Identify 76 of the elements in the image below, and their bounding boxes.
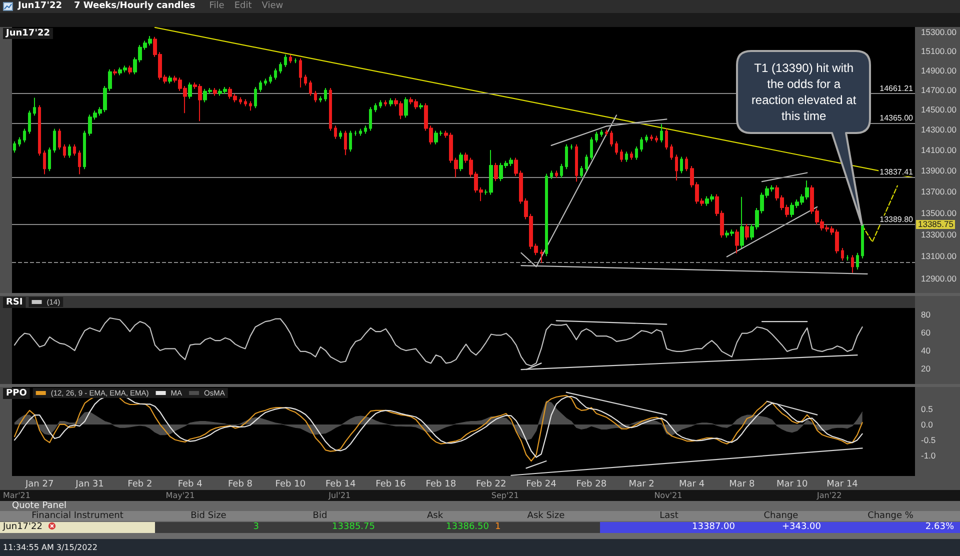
chart-title: Jun17'22 (5, 28, 50, 38)
category-label: Ask Size (526, 511, 566, 521)
text: 1 (495, 522, 501, 532)
x-tick-label: Mar 8 (729, 480, 755, 490)
y-tick-label: 13700.00 (921, 186, 957, 197)
y-tick-label: 14700.00 (921, 84, 957, 95)
x-tick-label: Feb 8 (228, 480, 253, 490)
text: Mar'21 (3, 490, 30, 501)
chart-title: Jun17'22 (18, 1, 62, 11)
text: File (209, 0, 224, 13)
text: Quote Panel (12, 501, 67, 511)
text: Jan'22 (817, 490, 842, 501)
ref-line-label: 14661.21 (880, 84, 914, 94)
y-tick-label: 60 (921, 327, 931, 338)
category-label: Last (658, 511, 680, 521)
text: 2.63% (925, 522, 954, 532)
annotation: T1 (13390) hit with the odds for a reaction elevated at this time (750, 60, 858, 124)
text: 13385.75 (332, 522, 375, 532)
y-tick-label: 14500.00 (921, 104, 957, 115)
y-tick-label: 13100.00 (921, 251, 957, 262)
y-tick-label: 14900.00 (921, 65, 957, 76)
y-tick-label: 14100.00 (921, 145, 957, 156)
ref-line-label: 13837.41 (880, 168, 914, 177)
y-tick-label: 0.0 (921, 419, 934, 430)
x-tick-label: Feb 2 (128, 480, 152, 490)
text: Edit (234, 0, 252, 13)
x-tick-label: Feb 22 (476, 480, 506, 490)
category-label: Change (762, 511, 800, 521)
y-tick-label: 40 (921, 346, 931, 356)
y-tick-label: 12900.00 (921, 273, 957, 284)
y-tick-label: 13300.00 (921, 229, 957, 240)
text: 13386.50 (446, 522, 489, 532)
category-label: Bid Size (190, 511, 228, 521)
text: Jun17'22 (3, 522, 42, 532)
y-tick-label: 13500.00 (921, 208, 957, 218)
y-tick-label: 14300.00 (921, 124, 957, 135)
text: May'21 (166, 490, 195, 501)
text: +343.00 (782, 522, 821, 532)
x-tick-label: Mar 2 (628, 480, 654, 490)
category-label: Ask (426, 511, 444, 521)
x-tick-label: Feb 18 (426, 480, 456, 490)
x-tick-label: Feb 4 (178, 480, 203, 490)
x-tick-label: Jan 31 (74, 480, 104, 490)
x-tick-label: Mar 10 (776, 480, 808, 490)
ref-line-label: 14365.00 (880, 114, 914, 123)
chart-title: RSI (6, 298, 23, 308)
x-tick-label: Feb 10 (275, 480, 306, 490)
y-tick-label: 13900.00 (921, 166, 957, 176)
x-tick-label: Feb 14 (325, 480, 356, 490)
category-label: Change % (866, 511, 914, 521)
x-tick-label: Mar 14 (826, 480, 858, 490)
text: Nov'21 (654, 490, 682, 501)
ref-line-label: 13389.80 (880, 215, 914, 224)
y-tick-label: 80 (921, 309, 931, 320)
x-tick-label: Feb 28 (576, 480, 607, 490)
text: 3 (253, 522, 259, 532)
y-tick-label: 20 (921, 364, 931, 374)
text: 11:34:55 AM 3/15/2022 (3, 542, 98, 553)
text: 13387.00 (692, 522, 735, 532)
chart-title: PPO (6, 388, 28, 398)
x-tick-label: Mar 4 (678, 480, 705, 490)
text: Sep'21 (491, 490, 519, 501)
y-tick-label: -0.5 (921, 435, 936, 446)
text: Jul'21 (328, 490, 351, 501)
y-tick-label: -1.0 (921, 450, 936, 461)
y-tick-label: 15100.00 (921, 46, 957, 56)
text: View (262, 0, 284, 13)
y-tick-label: 0.5 (921, 404, 934, 414)
chart-subtitle: 7 Weeks/Hourly candles (74, 0, 196, 13)
text: 13385.75 (916, 219, 956, 230)
y-tick-label: 15300.00 (921, 27, 957, 38)
x-tick-label: Jan 27 (24, 480, 54, 490)
x-tick-label: Feb 16 (376, 480, 406, 490)
category-label: Bid (312, 511, 328, 521)
category-label: Financial Instrument (30, 511, 124, 521)
x-tick-label: Feb 24 (526, 480, 557, 490)
